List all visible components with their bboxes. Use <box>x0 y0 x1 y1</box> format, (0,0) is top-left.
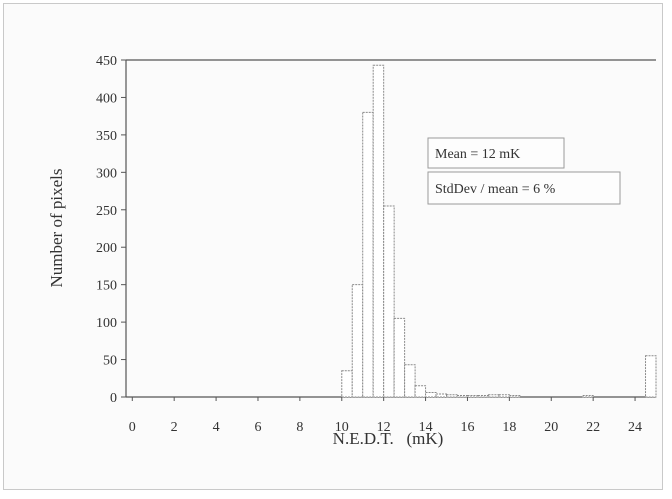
histogram-bar <box>393 317 406 398</box>
x-tick-label: 20 <box>544 420 558 435</box>
legend-stddev-text: StdDev / mean = 6 % <box>435 182 556 197</box>
legend-mean-box <box>427 137 565 169</box>
bars-layer <box>341 64 657 398</box>
chart-frame <box>3 3 663 490</box>
x-tick-label: 2 <box>171 420 178 435</box>
x-axis-title: N.E.D.T. (mK) <box>333 429 444 448</box>
legend-mean-text: Mean = 12 mK <box>435 147 520 162</box>
x-tick-label: 14 <box>419 420 433 435</box>
histogram-bar <box>404 364 416 398</box>
legend-stddev-box <box>427 171 621 205</box>
histogram-bar <box>372 64 385 398</box>
histogram-bar <box>487 394 500 398</box>
y-tick-label: 50 <box>103 354 117 369</box>
histogram-bar <box>446 394 458 398</box>
y-tick-label: 150 <box>96 279 117 294</box>
y-tick-label: 250 <box>96 204 117 219</box>
histogram-bar <box>498 394 510 398</box>
histogram-bar <box>645 355 657 398</box>
histogram-bar <box>477 395 489 398</box>
x-tick-label: 0 <box>129 420 136 435</box>
histogram-bar <box>466 395 479 398</box>
histogram-bar <box>425 392 437 398</box>
y-tick-label: 400 <box>96 91 117 106</box>
x-tick-label: 16 <box>460 420 474 435</box>
x-tick-label: 22 <box>586 420 600 435</box>
histogram-bar <box>351 284 364 398</box>
y-tick-label: 0 <box>110 391 117 406</box>
y-axis-title: Number of pixels <box>47 169 66 288</box>
y-tick-label: 450 <box>96 54 117 69</box>
y-tick-label: 100 <box>96 316 117 331</box>
histogram-bar <box>414 385 427 398</box>
histogram-bar <box>341 370 353 398</box>
legend-box: Mean = 12 mK StdDev / mean = 6 % <box>427 137 621 205</box>
x-tick-label: 4 <box>213 420 220 435</box>
x-tick-label: 10 <box>335 420 349 435</box>
histogram-bar <box>508 395 521 398</box>
x-tick-label: 24 <box>628 420 642 435</box>
y-tick-label: 300 <box>96 166 117 181</box>
x-tick-label: 12 <box>377 420 391 435</box>
histogram-bar <box>362 111 374 398</box>
x-tick-label: 6 <box>254 420 261 435</box>
histogram-bar <box>456 395 468 398</box>
histogram-bar <box>435 393 448 398</box>
histogram-bar <box>582 395 594 398</box>
x-tick-label: 18 <box>502 420 516 435</box>
y-tick-label: 200 <box>96 241 117 256</box>
y-tick-label: 350 <box>96 129 117 144</box>
x-tick-label: 8 <box>296 420 303 435</box>
histogram-bar <box>383 205 395 398</box>
